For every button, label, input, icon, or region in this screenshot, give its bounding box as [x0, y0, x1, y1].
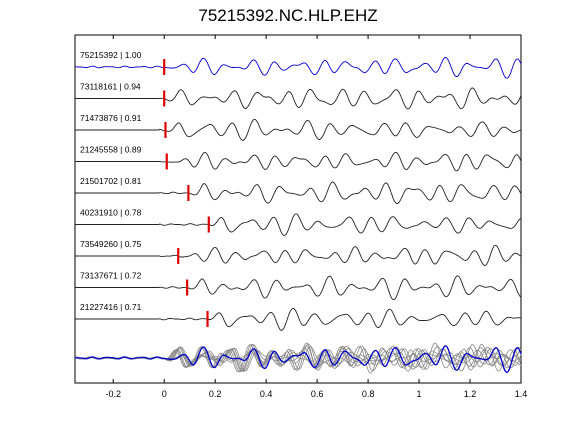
x-tick-label-0: -0.2	[105, 389, 121, 399]
trace-line-1	[75, 87, 522, 110]
trace-line-8	[75, 307, 522, 331]
trace-group	[74, 57, 522, 331]
trace-line-5	[75, 213, 522, 236]
x-tick-label-7: 1.2	[464, 389, 477, 399]
trace-line-2	[75, 118, 522, 141]
x-tick-label-1: 0	[162, 389, 167, 399]
trace-label-0: 75215392 | 1.00	[80, 50, 142, 60]
x-tick-label-6: 1	[417, 389, 422, 399]
trace-label-4: 21501702 | 0.81	[80, 176, 142, 186]
trace-label-2: 71473876 | 0.91	[80, 113, 142, 123]
trace-line-6	[75, 244, 522, 266]
trace-line-4	[75, 181, 522, 204]
x-tick-label-8: 1.4	[515, 389, 528, 399]
trace-label-6: 73549260 | 0.75	[80, 239, 142, 249]
trace-line-0	[74, 57, 522, 79]
stacked-overlay	[74, 342, 522, 374]
x-tick-label-3: 0.4	[260, 389, 273, 399]
x-tick-label-2: 0.2	[209, 389, 222, 399]
trace-label-8: 21227416 | 0.71	[80, 302, 142, 312]
trace-line-7	[75, 275, 522, 301]
trace-label-5: 40231910 | 0.78	[80, 208, 142, 218]
chart-title: 75215392.NC.HLP.EHZ	[198, 6, 378, 25]
trace-labels: 75215392 | 1.00 73118161 | 0.94 71473876 |…	[80, 50, 142, 312]
trace-line-3	[75, 151, 522, 172]
trace-label-7: 73137671 | 0.72	[80, 271, 142, 281]
trace-label-1: 73118161 | 0.94	[80, 82, 141, 92]
pick-markers	[163, 59, 210, 327]
x-tick-label-4: 0.6	[311, 389, 324, 399]
stack-trace-0	[74, 345, 522, 374]
x-axis: -0.2 0 0.2 0.4 0.6 0.8 1 1.2 1.4	[105, 35, 527, 399]
x-tick-label-5: 0.8	[362, 389, 375, 399]
trace-label-3: 21245558 | 0.89	[80, 145, 142, 155]
plot-frame	[74, 34, 522, 384]
